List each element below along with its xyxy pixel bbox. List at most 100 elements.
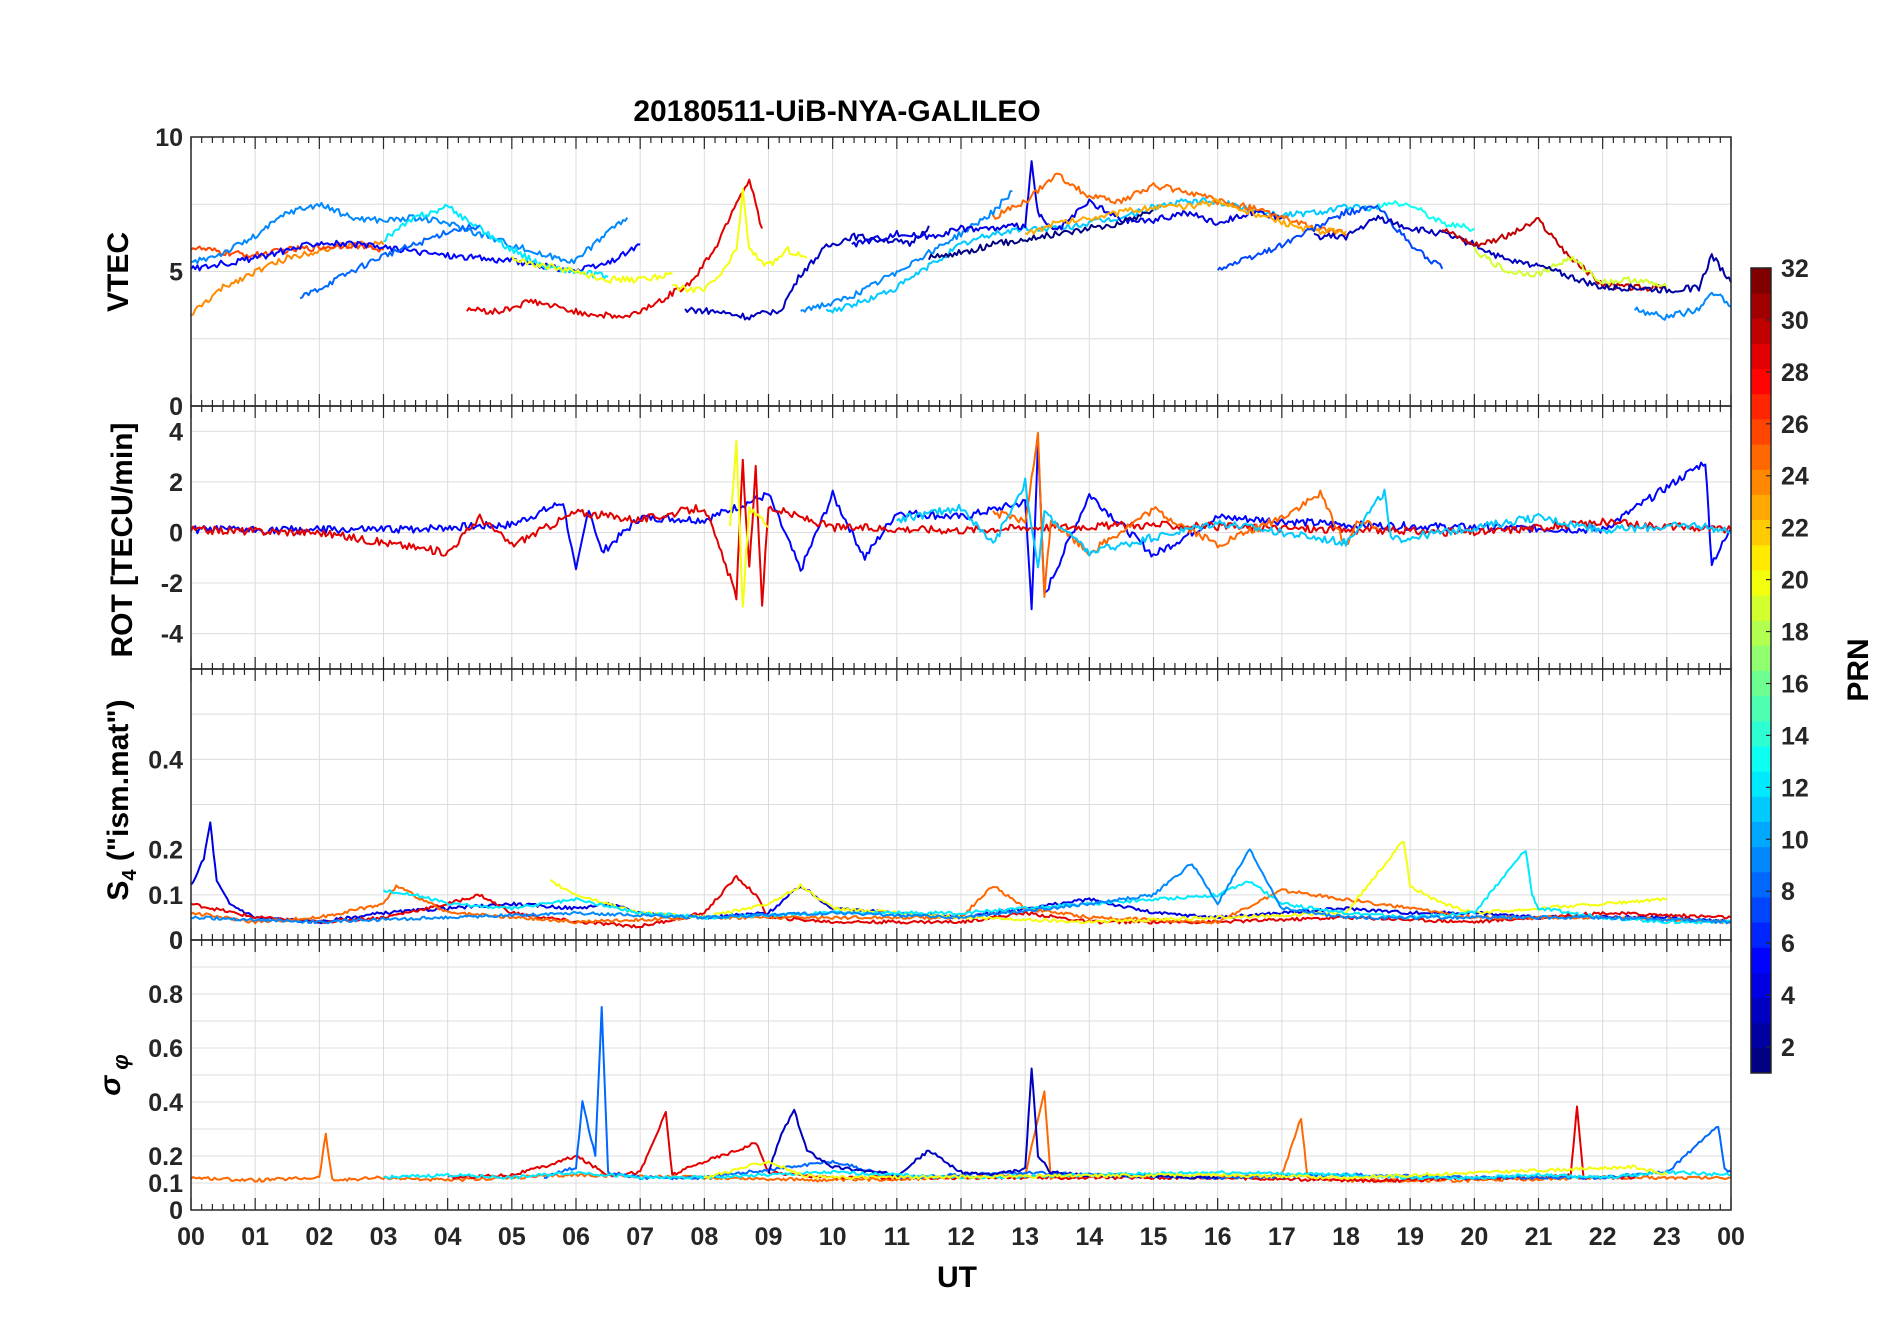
y-tick-label: 2 <box>169 469 183 497</box>
y-tick-label: 4 <box>169 418 183 446</box>
x-ticks-VTEC <box>190 137 1732 406</box>
x-tick-label: 01 <box>241 1223 269 1251</box>
y-axis-title: VTEC <box>102 232 135 312</box>
colorbar-frame <box>1750 267 1772 1074</box>
colorbar-tick-label: 12 <box>1781 774 1809 802</box>
y-tick-labels-ROT: -4 -2 0 2 4 <box>161 418 183 648</box>
panel-ROT: -4 -2 0 2 4 ROT [TECU/min] <box>106 405 1732 670</box>
x-tick-labels: 00 01 02 03 04 05 06 07 08 09 10 11 12 13 14 15 16 17 18 19… <box>177 1223 1745 1251</box>
colorbar-segment <box>1751 318 1771 344</box>
y-tick-label: 0.4 <box>148 1089 183 1117</box>
x-tick-label: 06 <box>562 1223 590 1251</box>
y-tick-label: -2 <box>161 570 183 598</box>
panel-VTEC: 0 5 10 VTEC <box>102 124 1732 421</box>
y-tick-label: -4 <box>161 621 183 649</box>
x-tick-label: 07 <box>626 1223 654 1251</box>
series-line <box>992 172 1347 238</box>
y-tick-labels-S4: 00.10.20.40 <box>148 746 183 955</box>
colorbar-tick-label: 26 <box>1781 411 1809 439</box>
series-line <box>1313 214 1540 268</box>
x-ticks-S4 <box>190 669 1732 940</box>
x-tick-label: 05 <box>498 1223 526 1251</box>
series-group-VTEC <box>190 160 1732 321</box>
colorbar-label: PRN <box>1842 638 1875 701</box>
x-tick-label: 22 <box>1589 1223 1617 1251</box>
series-line <box>510 255 673 284</box>
series-line <box>382 850 1732 925</box>
y-tick-label: 0.8 <box>148 981 183 1009</box>
x-tick-label: 21 <box>1525 1223 1553 1251</box>
panel-sigma_phi: 00.10.2 0.4 0.6 0.8 σ φ <box>94 939 1732 1225</box>
colorbar-segment <box>1751 418 1771 445</box>
y-tick-label: 0.1 <box>148 882 183 910</box>
y-tick-label: 0 <box>169 927 183 955</box>
colorbar-tick-label: 10 <box>1781 826 1809 854</box>
colorbar-segment <box>1751 645 1771 671</box>
colorbar-segment <box>1751 293 1771 319</box>
x-tick-label: 15 <box>1140 1223 1168 1251</box>
colorbar-tick-label: 28 <box>1781 359 1809 387</box>
x-tick-label: 08 <box>690 1223 718 1251</box>
x-tick-label: 19 <box>1396 1223 1424 1251</box>
colorbar-segment <box>1751 947 1771 973</box>
colorbar-tick-label: 24 <box>1781 463 1809 491</box>
x-tick-label: 14 <box>1075 1223 1103 1251</box>
colorbar-segment <box>1751 620 1771 646</box>
series-group-ROT <box>190 431 1732 611</box>
y-tick-label: 0.4 <box>148 746 183 774</box>
grid-ROT <box>190 406 1732 669</box>
x-tick-label: 04 <box>434 1223 462 1251</box>
series-line <box>896 477 1731 569</box>
series-group-S4 <box>190 821 1732 929</box>
colorbar-segment <box>1751 569 1771 596</box>
colorbar-tick-label: 2 <box>1781 1034 1795 1062</box>
x-tick-label: 00 <box>1717 1223 1745 1251</box>
series-line <box>190 240 385 316</box>
colorbar-segment <box>1751 343 1771 370</box>
y-tick-label: 0 <box>169 393 183 421</box>
y-tick-label: 0 <box>169 1197 183 1225</box>
colorbar-tick-label: 22 <box>1781 515 1809 543</box>
colorbar-segment <box>1751 268 1771 294</box>
x-tick-label: 02 <box>305 1223 333 1251</box>
series-line <box>927 208 1155 261</box>
series-line <box>684 225 930 321</box>
x-tick-label: 16 <box>1204 1223 1232 1251</box>
series-line <box>190 439 1732 611</box>
colorbar-segment <box>1751 670 1771 697</box>
colorbar-tick-label: 6 <box>1781 930 1795 958</box>
colorbar-segment <box>1751 494 1771 521</box>
colorbar-segment <box>1751 972 1771 999</box>
colorbar-segment <box>1751 896 1771 923</box>
colorbar-tick-label: 18 <box>1781 619 1809 647</box>
y-tick-label: 10 <box>155 124 183 152</box>
series-line <box>1216 204 1444 271</box>
x-tick-label: 20 <box>1460 1223 1488 1251</box>
colorbar-segment <box>1751 871 1771 898</box>
colorbar-segment <box>1751 922 1771 948</box>
series-line <box>1634 291 1732 321</box>
x-tick-label: 11 <box>884 1223 911 1251</box>
series-line <box>383 203 609 280</box>
colorbar-tick-label: 16 <box>1781 670 1809 698</box>
series-line <box>800 189 1013 313</box>
series-line <box>1024 197 1347 236</box>
x-ticks-ROT <box>190 406 1732 669</box>
y-tick-label: 0.2 <box>148 1143 183 1171</box>
x-tick-label: 03 <box>370 1223 398 1251</box>
colorbar-segment <box>1751 595 1771 621</box>
colorbar-tick-label: 8 <box>1781 878 1795 906</box>
colorbar-segment <box>1751 846 1771 873</box>
x-tick-label: 12 <box>947 1223 975 1251</box>
colorbar-segment <box>1751 544 1771 571</box>
colorbar-tick-label: 20 <box>1781 567 1809 595</box>
series-line <box>1473 246 1668 289</box>
colorbar-segment <box>1751 821 1771 848</box>
x-tick-label: 09 <box>755 1223 783 1251</box>
colorbar-segment <box>1751 1047 1771 1074</box>
colorbar-tick-label: 32 <box>1781 255 1809 283</box>
x-ticks-sigma_phi <box>190 940 1732 1210</box>
y-axis-title: ROT [TECU/min] <box>106 423 139 658</box>
series-line <box>825 197 1379 314</box>
colorbar-segment <box>1751 444 1771 470</box>
